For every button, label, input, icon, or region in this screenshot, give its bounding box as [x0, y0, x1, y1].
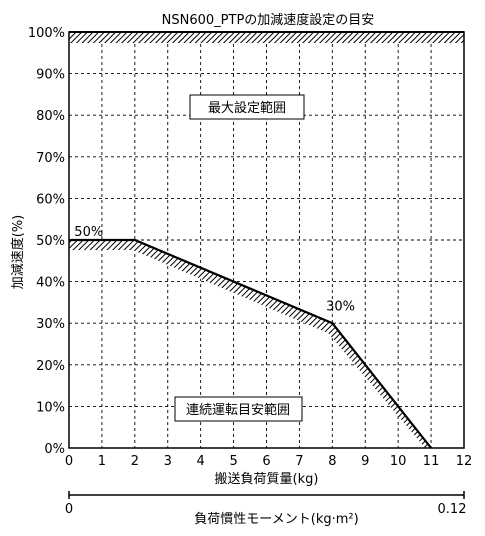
limit-curve-line	[69, 238, 432, 449]
y-tick-label: 80%	[36, 109, 65, 124]
x-tick-label: 8	[328, 454, 336, 469]
max-limit-band	[69, 32, 464, 43]
inertia-axis-label: 負荷慣性モーメント(kg·m²)	[194, 511, 358, 527]
inertia-axis-min-label: 0	[65, 502, 73, 517]
continuous-range-label: 連続運転目安範囲	[186, 403, 290, 418]
y-tick-label: 70%	[36, 151, 65, 166]
y-tick-label: 60%	[36, 192, 65, 207]
inertia-axis-max-label: 0.12	[438, 502, 467, 517]
x-tick-label: 0	[65, 454, 73, 469]
x-tick-label: 6	[262, 454, 270, 469]
x-tick-label: 11	[423, 454, 440, 469]
max-range-label: 最大設定範囲	[208, 100, 286, 116]
point-labels: 50% 30%	[74, 225, 355, 315]
x-tick-label: 9	[361, 454, 369, 469]
y-tick-label: 30%	[36, 317, 65, 332]
y-tick-label: 0%	[44, 442, 65, 457]
y-axis-label: 加減速度(%)	[10, 215, 26, 290]
y-tick-label: 90%	[36, 68, 65, 83]
y-tick-labels: 0% 10% 20% 30% 40% 50% 60% 70% 80% 90% 100%	[28, 26, 65, 457]
y-tick-label: 50%	[36, 234, 65, 249]
continuous-range-box	[174, 396, 303, 422]
max-range-box	[189, 94, 305, 120]
x-tick-label: 2	[131, 454, 139, 469]
y-tick-label: 20%	[36, 359, 65, 374]
y-tick-label: 10%	[36, 400, 65, 415]
x-tick-label: 10	[390, 454, 407, 469]
x-axis-label: 搬送負荷質量(kg)	[215, 472, 319, 487]
y-tick-label: 100%	[28, 26, 65, 41]
x-tick-label: 12	[456, 454, 473, 469]
chart-title: NSN600_PTPの加減速度設定の目安	[162, 12, 375, 28]
x-tick-label: 4	[197, 454, 205, 469]
x-tick-label: 7	[295, 454, 303, 469]
point-label: 50%	[74, 225, 103, 240]
x-tick-label: 5	[229, 454, 237, 469]
y-tick-label: 40%	[36, 276, 65, 291]
x-tick-labels: 0 1 2 3 4 5 6 7 8 9 10 11 12	[65, 454, 472, 469]
point-label: 30%	[326, 300, 355, 315]
x-tick-label: 1	[98, 454, 106, 469]
x-tick-label: 3	[164, 454, 172, 469]
